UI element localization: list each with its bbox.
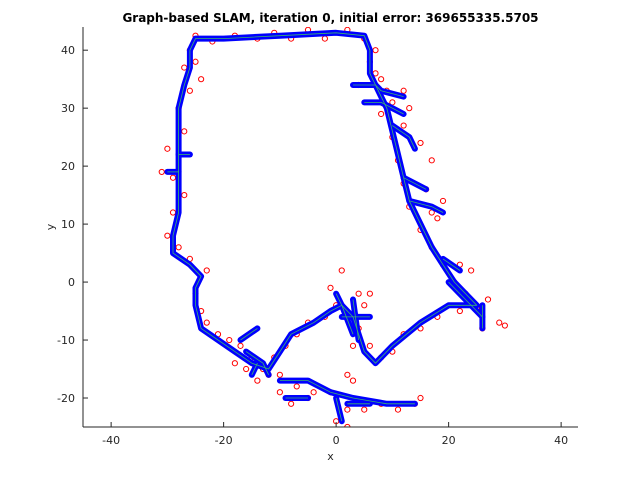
landmark-point (400, 87, 407, 94)
landmark-point (349, 342, 357, 349)
landmark-point (400, 122, 407, 129)
landmark-point (338, 267, 345, 274)
landmark-point (158, 168, 165, 176)
edge-segment (364, 102, 404, 115)
edge-segment (251, 363, 258, 375)
edge-segment (448, 281, 483, 318)
landmark-point (226, 336, 233, 344)
y-axis-label: y (44, 223, 57, 230)
landmark-point (428, 157, 435, 164)
edge-segment (172, 32, 478, 370)
x-axis-label: x (327, 450, 334, 463)
landmark-point (254, 377, 261, 384)
landmark-point (288, 400, 295, 407)
landmark-point (181, 64, 188, 71)
landmark-point (237, 342, 244, 349)
landmark-point (417, 139, 424, 147)
landmark-point (349, 377, 357, 384)
landmark-point (439, 197, 447, 205)
landmark-point (496, 319, 503, 326)
edge-segment (240, 328, 258, 341)
landmark-point (344, 371, 351, 378)
chart-title: Graph-based SLAM, iteration 0, initial e… (122, 11, 538, 25)
landmark-point (394, 406, 402, 413)
landmark-point (181, 192, 188, 199)
landmark-point (434, 215, 441, 222)
landmark-point (203, 319, 210, 326)
edge-segment (442, 258, 461, 271)
landmark-point (366, 342, 373, 349)
edge-segment (353, 84, 404, 97)
landmark-point (164, 145, 171, 152)
landmark-point (181, 128, 188, 135)
landmark-point (169, 174, 177, 181)
landmark-point (344, 406, 351, 413)
y-tick-label: -10 (57, 334, 75, 347)
edge-segment (335, 293, 354, 335)
landmark-point (310, 389, 317, 396)
landmark-point (378, 76, 385, 83)
landmark-point (484, 296, 492, 303)
edge-segment (335, 397, 343, 422)
edge-segment (392, 125, 416, 149)
landmark-point (169, 209, 177, 216)
x-tick-label: 0 (333, 434, 340, 447)
edge-segment (352, 299, 359, 341)
landmark-point (501, 322, 508, 329)
landmark-point (321, 35, 328, 42)
landmark-point (417, 394, 424, 402)
landmark-point (327, 284, 334, 291)
landmark-point (198, 76, 205, 83)
landmark-point (186, 87, 193, 94)
landmark-point (276, 371, 283, 378)
landmark-point (378, 110, 385, 118)
edge-segment (245, 351, 269, 375)
y-tick-label: 30 (61, 102, 75, 115)
landmark-point (164, 232, 171, 239)
edge-segment (279, 380, 415, 405)
landmark-point (192, 58, 199, 65)
trajectory (164, 29, 486, 425)
trajectory-segment (170, 29, 480, 372)
landmark-point (361, 406, 368, 413)
y-tick-label: 0 (68, 276, 75, 289)
edge-segment (403, 177, 427, 190)
landmark-point (231, 360, 238, 367)
x-tick-label: -20 (215, 434, 233, 447)
landmark-point (355, 290, 362, 297)
landmark-point (243, 365, 250, 373)
landmark-point (406, 105, 413, 112)
landmark-point (276, 389, 283, 396)
x-tick-label: 20 (442, 434, 456, 447)
landmark-point (456, 307, 463, 315)
y-tick-label: 40 (61, 44, 75, 57)
y-tick-label: 20 (61, 160, 75, 173)
y-tick-label: -20 (57, 392, 75, 405)
landmark-point (361, 302, 368, 309)
x-tick-label: 40 (554, 434, 568, 447)
landmark-point (468, 267, 475, 274)
y-tick-label: 10 (61, 218, 75, 231)
landmark-point (175, 244, 182, 251)
landmark-point (203, 267, 210, 274)
landmark-point (293, 383, 300, 390)
x-tick-label: -40 (102, 434, 120, 447)
landmark-point (366, 290, 373, 297)
landmark-point (372, 47, 379, 54)
axes: -40 -20 0 20 40 -20 -10 0 10 20 30 40 (57, 27, 578, 447)
plot-area (158, 27, 508, 427)
landmark-points (158, 27, 508, 427)
edge-segment (409, 200, 444, 213)
